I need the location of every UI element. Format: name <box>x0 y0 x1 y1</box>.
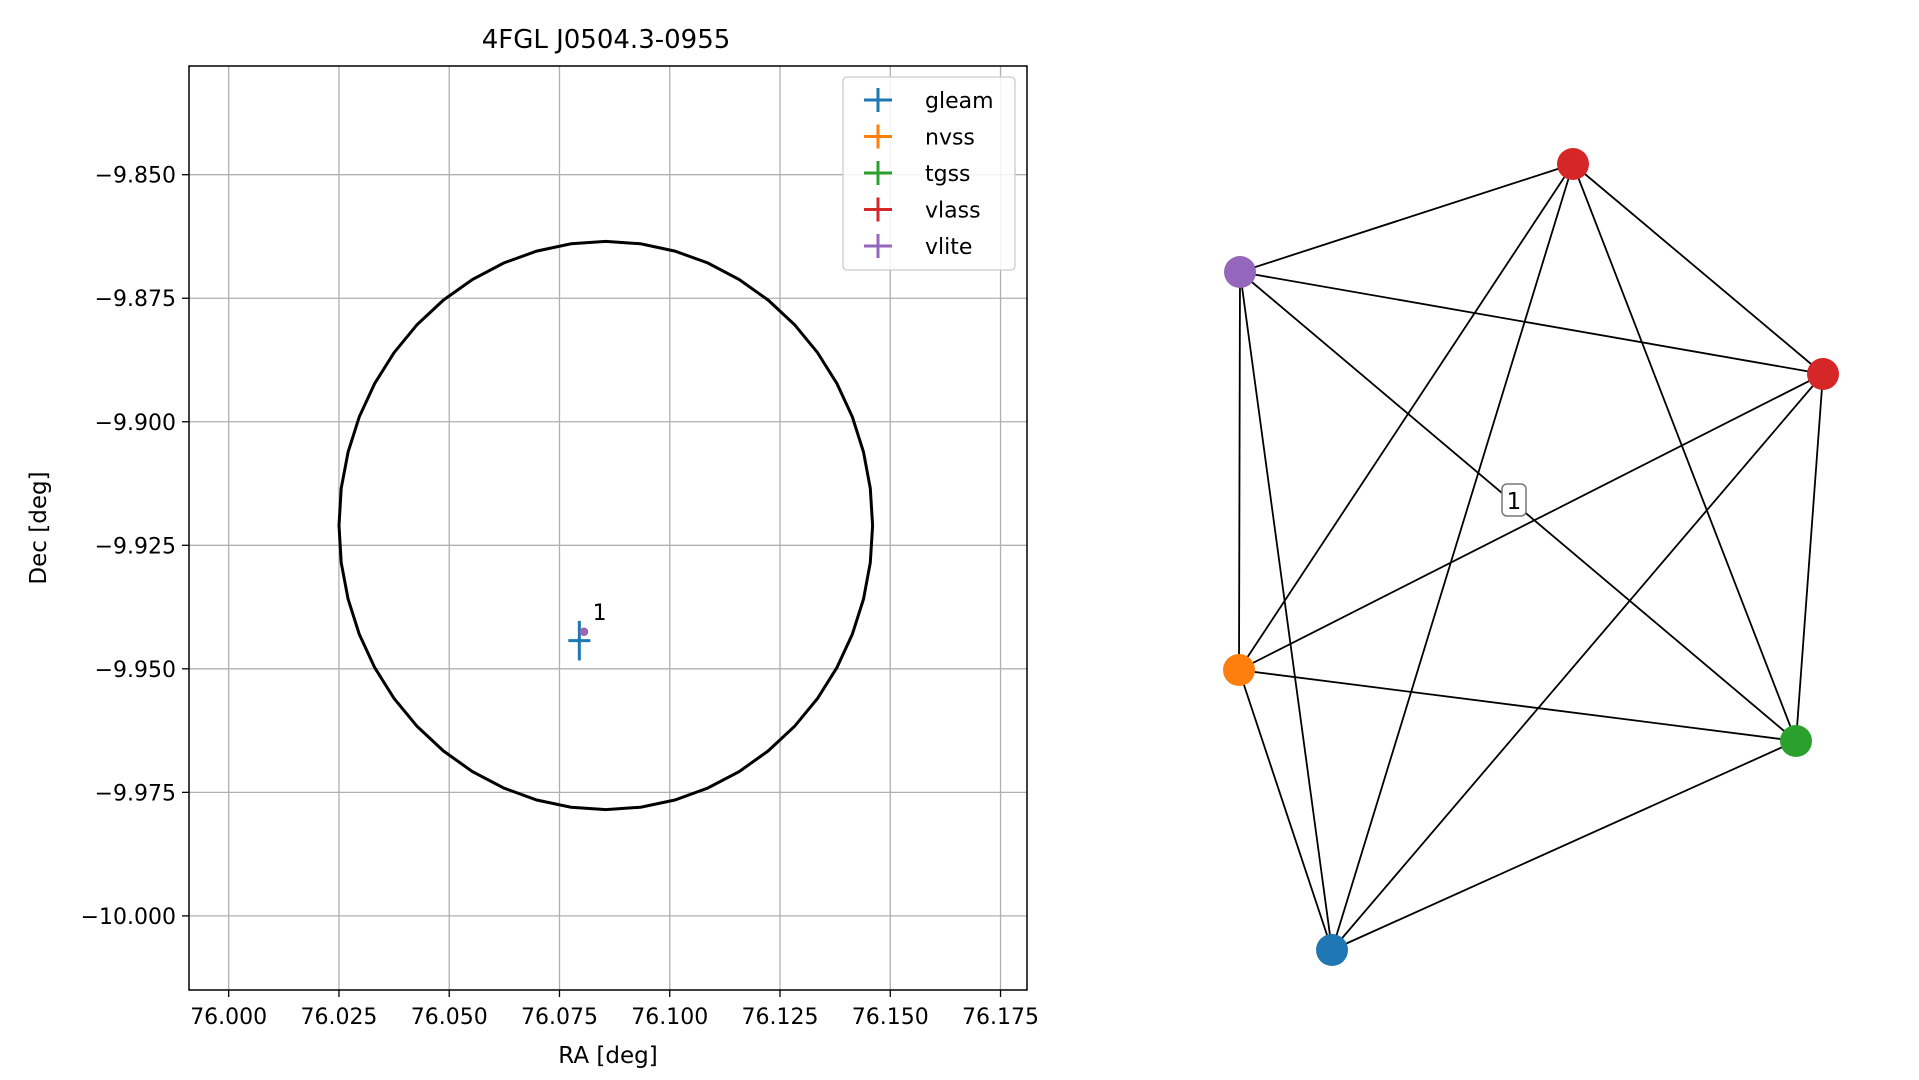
edge-label-text: 1 <box>1507 489 1522 515</box>
legend-label: nvss <box>925 126 975 151</box>
network-edge <box>1238 669 1333 951</box>
x-tick-label: 76.150 <box>852 1005 929 1030</box>
legend-entries: gleam nvss tgss vlass vlite <box>864 88 994 260</box>
legend-entry-nvss: nvss <box>864 124 975 151</box>
grid-lines <box>189 66 1027 990</box>
network-nodes <box>1223 148 1839 966</box>
network-node-tgss <box>1780 725 1812 757</box>
x-tick-label: 76.025 <box>300 1005 377 1030</box>
network-edge <box>1239 163 1574 273</box>
x-tick-label: 76.175 <box>962 1005 1039 1030</box>
network-edge <box>1331 163 1574 951</box>
legend-label: gleam <box>925 89 994 114</box>
scatter-panel: 4FGL J0504.3-0955 76.000 76.025 76.050 76.0… <box>26 25 1039 1069</box>
network-edge <box>1572 163 1797 742</box>
y-tick-label: −9.875 <box>95 287 176 312</box>
network-edges <box>1238 163 1824 951</box>
y-tick-label: −9.925 <box>95 534 176 559</box>
legend-label: vlass <box>925 199 981 224</box>
legend-frame <box>842 76 1016 271</box>
network-edge <box>1238 373 1824 671</box>
legend-label: vlite <box>925 235 972 260</box>
edge-label-box <box>1501 483 1527 517</box>
annotations: 1 <box>593 601 607 626</box>
legend-entry-gleam: gleam <box>864 88 994 114</box>
y-axis-ticks: −9.850 −9.875 −9.900 −9.925 −9.950 −9.975 −10.… <box>81 164 189 930</box>
network-node-nvss <box>1223 654 1255 686</box>
y-tick-label: −9.950 <box>95 658 176 683</box>
network-edge <box>1331 740 1797 951</box>
y-tick-label: −9.900 <box>95 411 176 436</box>
legend-entry-tgss: tgss <box>864 161 971 187</box>
point-gleam <box>568 620 591 661</box>
x-tick-label: 76.125 <box>742 1005 819 1030</box>
legend-label: tgss <box>925 162 971 187</box>
point-vlite <box>579 627 588 636</box>
y-tick-label: −9.850 <box>95 164 176 189</box>
chart-title: 4FGL J0504.3-0955 <box>482 25 731 55</box>
y-axis-label: Dec [deg] <box>26 471 52 584</box>
network-edge-label: 1 <box>1501 483 1527 517</box>
x-tick-label: 76.050 <box>411 1005 488 1030</box>
network-panel: 1 <box>1223 148 1839 966</box>
x-axis-label: RA [deg] <box>558 1043 657 1069</box>
network-edge <box>1238 163 1574 671</box>
x-tick-label: 76.100 <box>631 1005 708 1030</box>
vlite-marker <box>579 627 588 636</box>
y-tick-label: −10.000 <box>81 905 176 930</box>
network-edge <box>1238 271 1241 671</box>
source-points <box>568 620 591 661</box>
network-edge <box>1239 271 1824 375</box>
network-edge <box>1331 373 1824 951</box>
network-node-vlite <box>1224 256 1256 288</box>
x-tick-label: 76.000 <box>190 1005 267 1030</box>
network-edge <box>1238 669 1797 742</box>
localization-ellipse <box>337 239 875 812</box>
network-node-gleam <box>1316 934 1348 966</box>
network-edge <box>1572 163 1824 375</box>
network-node-vlass_a <box>1557 148 1589 180</box>
network-edge <box>1239 271 1333 951</box>
point-annotation: 1 <box>593 601 607 626</box>
y-tick-label: −9.975 <box>95 781 176 806</box>
legend: gleam nvss tgss vlass vlite <box>842 76 1016 271</box>
network-edge <box>1795 373 1824 742</box>
x-axis-ticks: 76.000 76.025 76.050 76.075 76.100 76.125 76.1… <box>190 990 1039 1030</box>
gleam-marker <box>576 638 582 644</box>
legend-entry-vlite: vlite <box>864 234 972 260</box>
network-node-vlass_b <box>1807 358 1839 390</box>
legend-entry-vlass: vlass <box>864 197 981 224</box>
x-tick-label: 76.075 <box>521 1005 598 1030</box>
plot-frame <box>188 65 1028 991</box>
